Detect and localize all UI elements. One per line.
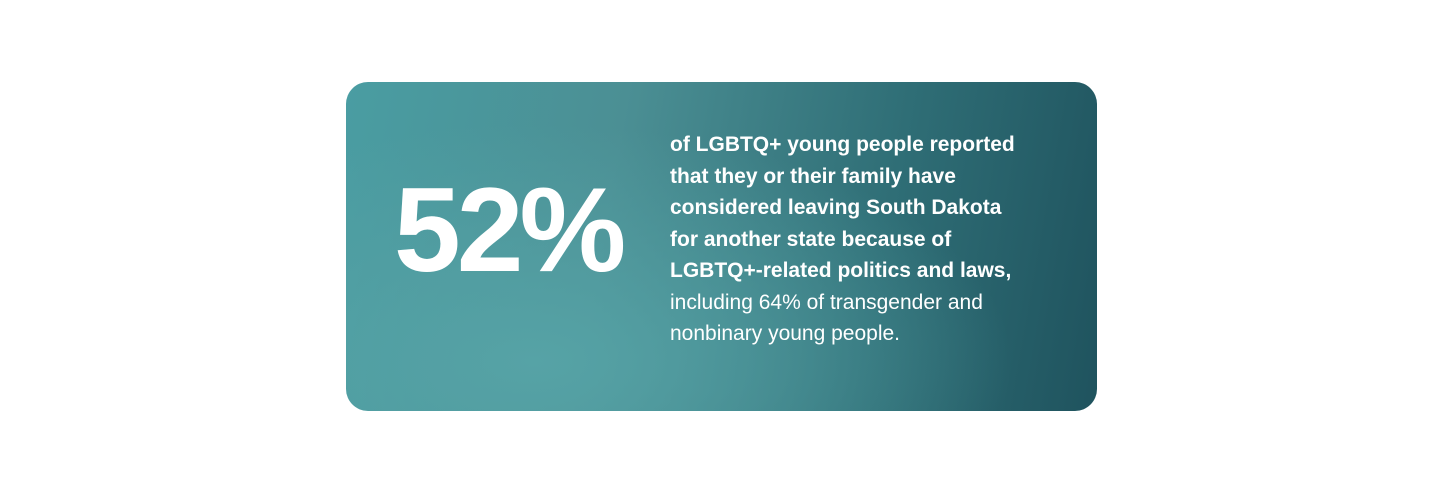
description-bold-line: LGBTQ+-related politics and laws, [670,259,1012,282]
stat-card: 52% of LGBTQ+ young people reported that … [346,82,1097,411]
description-bold-line: that they or their family have [670,164,956,188]
description-bold-line: of LGBTQ+ young people reported [670,133,1015,156]
description-line: including 64% of transgender and [670,290,983,314]
description-bold-line: for another state because of [670,227,952,251]
description-bold-line: considered leaving South Dakota [670,196,1002,219]
description: of LGBTQ+ young people reported that they… [670,129,1015,350]
stat-value: 52% [394,163,626,297]
description-line: nonbinary young people. [670,322,901,345]
